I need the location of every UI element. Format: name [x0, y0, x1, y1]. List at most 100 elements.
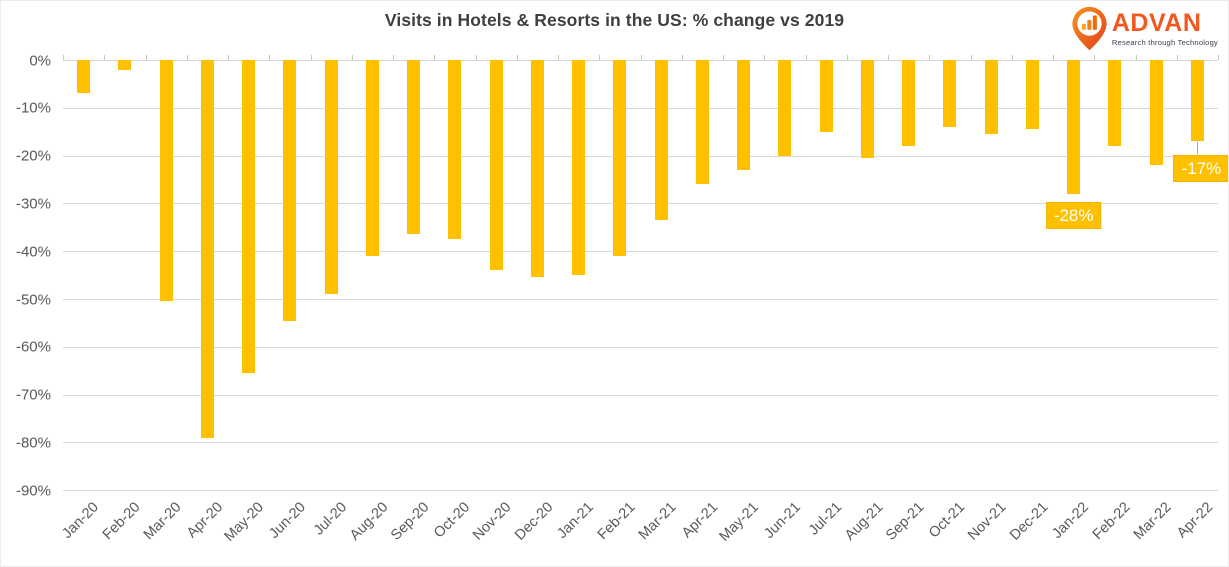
bar-Jun-20: [283, 60, 297, 321]
bar-Aug-21: [860, 60, 874, 158]
axis-tick: [269, 55, 271, 60]
axis-tick: [186, 55, 188, 60]
bar-Nov-21: [984, 60, 998, 135]
bar-Feb-21: [613, 60, 627, 256]
axis-tick: [764, 55, 766, 60]
x-tick-label: Dec-20: [511, 499, 556, 544]
gridline: [63, 203, 1218, 205]
x-tick-label: Jun-20: [265, 499, 309, 542]
axis-tick: [1011, 55, 1013, 60]
gridline: [63, 394, 1218, 396]
bar-Dec-20: [530, 60, 544, 278]
gridline: [63, 60, 1218, 61]
advan-logo-name: ADVAN: [1111, 8, 1202, 37]
logo-bar-medium: [1087, 19, 1092, 30]
bar-Jan-21: [572, 60, 586, 276]
bar-Nov-20: [489, 60, 503, 271]
x-tick-label: Mar-22: [1130, 499, 1175, 544]
axis-tick: [805, 55, 807, 60]
bar-May-20: [242, 60, 256, 374]
x-tick-label: Feb-20: [99, 499, 144, 544]
bar-Feb-22: [1108, 60, 1122, 147]
bar-Jun-21: [778, 60, 792, 156]
bar-Apr-22: [1190, 60, 1204, 142]
x-tick-label: Oct-21: [926, 499, 969, 542]
bar-Dec-21: [1025, 60, 1039, 130]
advan-logo-text: ADVAN Research through Technology: [1111, 8, 1218, 47]
x-tick-label: Jan-20: [59, 499, 103, 542]
y-tick-label: -60%: [15, 338, 51, 356]
y-tick-label: -20%: [15, 147, 51, 165]
axis-tick: [1053, 55, 1054, 60]
axis-tick: [846, 55, 848, 60]
gridline: [63, 346, 1218, 348]
x-tick-label: Mar-20: [140, 499, 185, 544]
x-tick-label: Sep-20: [387, 499, 433, 544]
bar-Mar-22: [1149, 60, 1163, 166]
logo-bar-small: [1081, 24, 1086, 30]
data-callout-Apr-22: -17%: [1173, 155, 1228, 183]
y-tick-label: -50%: [15, 291, 51, 308]
axis-tick: [929, 55, 931, 60]
axis-tick: [228, 55, 229, 60]
axis-tick: [351, 55, 353, 60]
x-tick-label: Apr-22: [1173, 499, 1216, 542]
bar-May-21: [737, 60, 751, 170]
gridline: [63, 299, 1218, 300]
x-tick-label: Jan-21: [554, 499, 598, 542]
bar-Mar-20: [159, 60, 173, 302]
bar-Jan-22: [1067, 60, 1081, 194]
axis-tick: [145, 55, 147, 60]
bar-Jul-20: [324, 60, 338, 295]
y-tick-label: 0%: [29, 52, 51, 69]
x-tick-label: Feb-22: [1089, 499, 1134, 544]
bar-Oct-20: [448, 60, 462, 240]
x-tick-label: Feb-21: [594, 499, 639, 544]
x-tick-label: Apr-20: [183, 499, 226, 542]
x-tick-label: Dec-21: [1006, 499, 1051, 544]
x-tick-label: Aug-21: [841, 499, 886, 544]
x-tick-label: Jan-22: [1049, 499, 1093, 542]
bar-Apr-20: [200, 60, 214, 438]
gridline: [63, 155, 1218, 157]
x-tick-label: Aug-20: [346, 499, 391, 544]
axis-tick: [1094, 55, 1096, 60]
bar-Oct-21: [943, 60, 957, 127]
bar-Sep-20: [407, 60, 421, 235]
bar-Apr-21: [695, 60, 709, 185]
x-tick-label: Jul-21: [805, 499, 845, 539]
leader-line: [1197, 142, 1199, 155]
advan-logo-tagline: Research through Technology: [1111, 37, 1218, 47]
gridline: [63, 442, 1218, 444]
gridline: [63, 107, 1218, 109]
x-tick-label: Apr-21: [678, 499, 721, 542]
logo-bar-tall: [1092, 15, 1097, 30]
axis-tick: [970, 55, 972, 60]
axis-tick: [723, 55, 724, 60]
axis-tick: [640, 55, 642, 60]
axis-tick: [516, 55, 518, 60]
x-tick-label: Sep-21: [882, 499, 928, 544]
x-tick-label: May-20: [221, 499, 268, 545]
axis-tick: [63, 55, 64, 60]
y-tick-label: -80%: [15, 434, 51, 452]
axis-tick: [888, 55, 889, 60]
x-tick-label: Jun-21: [760, 499, 804, 542]
axis-tick: [434, 55, 436, 60]
x-tick-label: Nov-21: [965, 499, 1010, 544]
x-tick-label: Mar-21: [635, 499, 680, 544]
data-callout-Jan-22: -28%: [1045, 201, 1102, 229]
axis-tick: [1135, 55, 1137, 60]
bar-Feb-20: [118, 60, 132, 70]
bar-Aug-20: [365, 60, 379, 256]
axis-tick: [1218, 55, 1219, 60]
advan-logo: ADVAN Research through Technology: [1071, 6, 1218, 51]
axis-tick: [599, 55, 601, 60]
axis-tick: [310, 55, 312, 60]
gridline: [63, 490, 1218, 492]
bar-Sep-21: [902, 60, 916, 147]
y-tick-label: -40%: [15, 243, 51, 261]
y-tick-label: -90%: [15, 482, 51, 500]
